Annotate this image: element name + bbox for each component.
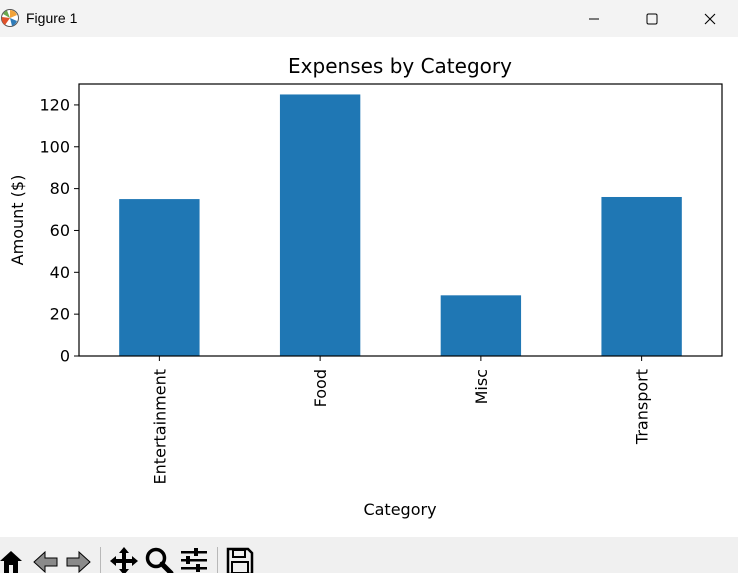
x-axis-ticks: Entertainment Food Misc Transport — [150, 356, 652, 484]
y-tick-label: 100 — [39, 137, 70, 156]
figure-canvas[interactable]: Expenses by Category 0 20 40 60 80 100 120 Ent… — [0, 37, 738, 537]
toolbar-separator — [100, 547, 101, 573]
x-tick-label: Transport — [633, 369, 652, 445]
zoom-button[interactable] — [143, 545, 175, 573]
x-tick-label: Entertainment — [150, 369, 169, 484]
forward-button[interactable] — [62, 545, 94, 573]
minimize-icon — [589, 18, 599, 19]
home-button[interactable] — [0, 545, 28, 573]
minimize-button[interactable] — [565, 0, 623, 37]
save-button[interactable] — [224, 545, 256, 573]
configure-subplots-button[interactable] — [178, 545, 210, 573]
y-tick-label: 0 — [60, 347, 70, 366]
y-tick-label: 120 — [39, 95, 70, 114]
save-floppy-icon — [226, 547, 254, 573]
x-axis-label: Category — [363, 500, 436, 519]
forward-arrow-icon — [66, 550, 91, 573]
matplotlib-icon — [0, 8, 20, 28]
configure-subplots-icon — [181, 548, 207, 572]
navigation-toolbar — [0, 537, 738, 573]
y-axis-label: Amount ($) — [8, 175, 27, 266]
window-titlebar: Figure 1 — [0, 0, 738, 37]
window-title: Figure 1 — [26, 10, 78, 26]
toolbar-separator — [217, 547, 218, 573]
x-tick-label: Food — [311, 369, 330, 407]
x-tick-label: Misc — [472, 369, 491, 404]
pan-move-icon — [110, 547, 138, 573]
back-button[interactable] — [30, 545, 62, 573]
home-icon — [0, 551, 22, 573]
bar — [119, 199, 200, 356]
zoom-magnifier-icon — [145, 547, 174, 573]
chart-title: Expenses by Category — [288, 54, 512, 78]
back-arrow-icon — [33, 550, 58, 573]
bar — [279, 94, 361, 356]
y-tick-label: 20 — [50, 305, 70, 324]
y-tick-label: 60 — [50, 221, 70, 240]
bars — [119, 94, 682, 356]
pan-button[interactable] — [108, 545, 140, 573]
maximize-icon — [646, 13, 658, 24]
plot-frame — [78, 83, 723, 357]
y-tick-label: 80 — [50, 179, 70, 198]
y-tick-label: 40 — [50, 263, 70, 282]
y-axis-ticks: 0 20 40 60 80 100 120 — [39, 95, 79, 366]
bar — [440, 295, 522, 356]
close-icon — [704, 13, 716, 24]
maximize-button[interactable] — [623, 0, 681, 37]
bar — [601, 196, 682, 356]
close-button[interactable] — [681, 0, 738, 37]
bar-chart: Expenses by Category 0 20 40 60 80 100 120 Ent… — [8, 54, 723, 519]
